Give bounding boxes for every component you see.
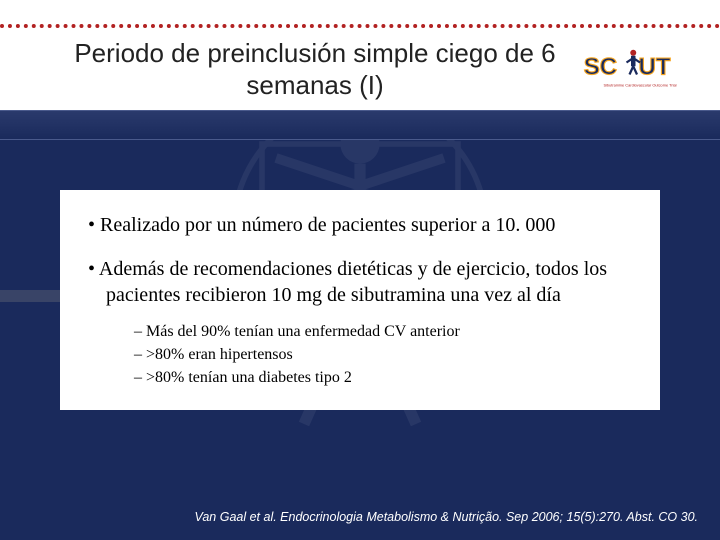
sub-bullet-text: >80% eran hipertensos (146, 346, 293, 363)
sub-bullet-item: >80% tenían una diabetes tipo 2 (134, 366, 632, 389)
divider-bar (0, 110, 720, 140)
bullet-item: Realizado por un número de pacientes sup… (88, 212, 632, 238)
bullet-item: Además de recomendaciones dietéticas y d… (88, 256, 632, 390)
sub-bullet-text: Más del 90% tenían una enfermedad CV ant… (146, 323, 460, 340)
logo-text: SC (584, 53, 617, 80)
citation-text: Van Gaal et al. Endocrinologia Metabolis… (194, 510, 698, 524)
bullet-text: Además de recomendaciones dietéticas y d… (99, 258, 607, 306)
sub-bullet-text: >80% tenían una diabetes tipo 2 (146, 369, 352, 386)
sub-bullet-list: Más del 90% tenían una enfermedad CV ant… (106, 320, 632, 390)
bullet-text: Realizado por un número de pacientes sup… (100, 214, 555, 236)
scout-logo: SC UT Sibutramine Cardiovascular Outcome… (580, 39, 700, 99)
top-dotted-band (0, 0, 720, 28)
content-box: Realizado por un número de pacientes sup… (60, 190, 660, 410)
sub-bullet-item: Más del 90% tenían una enfermedad CV ant… (134, 320, 632, 343)
title-band: Periodo de preinclusión simple ciego de … (0, 28, 720, 110)
sub-bullet-item: >80% eran hipertensos (134, 343, 632, 366)
logo-subtitle: Sibutramine Cardiovascular Outcome Trial (603, 82, 676, 87)
logo-text-2: UT (639, 53, 671, 80)
slide-title: Periodo de preinclusión simple ciego de … (60, 37, 580, 102)
